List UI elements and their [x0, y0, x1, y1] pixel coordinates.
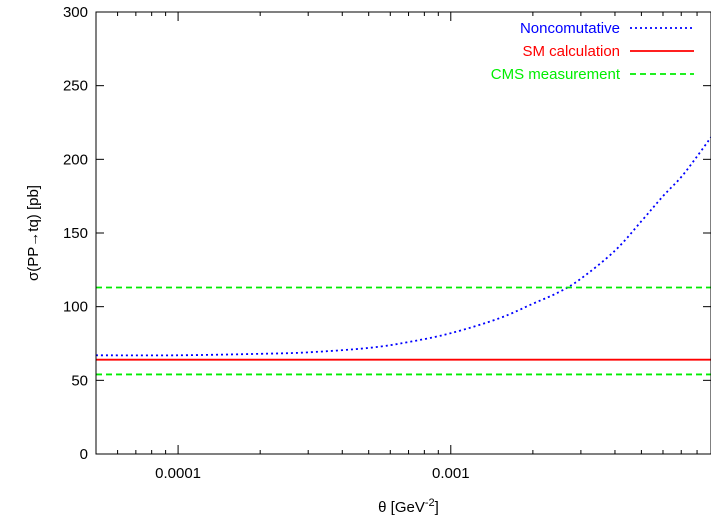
y-tick-label: 0	[80, 446, 88, 463]
x-axis-label-superscript: -2	[425, 497, 435, 509]
legend-label: Noncomutative	[520, 20, 620, 37]
x-axis-label: θ [GeV-2]	[378, 497, 439, 516]
y-tick-label: 50	[71, 372, 88, 389]
x-tick-label: 0.0001	[155, 465, 201, 482]
x-axis-label-main: θ [GeV	[378, 499, 425, 516]
y-tick-label: 200	[63, 151, 88, 168]
y-tick-label: 250	[63, 78, 88, 95]
y-tick-label: 300	[63, 4, 88, 21]
y-tick-label: 100	[63, 299, 88, 316]
x-tick-label: 0.001	[432, 465, 470, 482]
y-axis-label: σ(PP→tq) [pb]	[25, 185, 42, 281]
series-noncomutative	[95, 136, 711, 357]
legend-label: SM calculation	[522, 43, 620, 60]
series-layer	[95, 136, 711, 376]
y-tick-label: 150	[63, 225, 88, 242]
ticks-layer: 0 50 100 150 200 250 300 0.0001 0.001	[63, 4, 711, 482]
legend: Noncomutative SM calculation CMS measureme…	[491, 20, 694, 83]
x-axis-label-suffix: ]	[435, 499, 439, 516]
legend-label: CMS measurement	[491, 66, 621, 83]
